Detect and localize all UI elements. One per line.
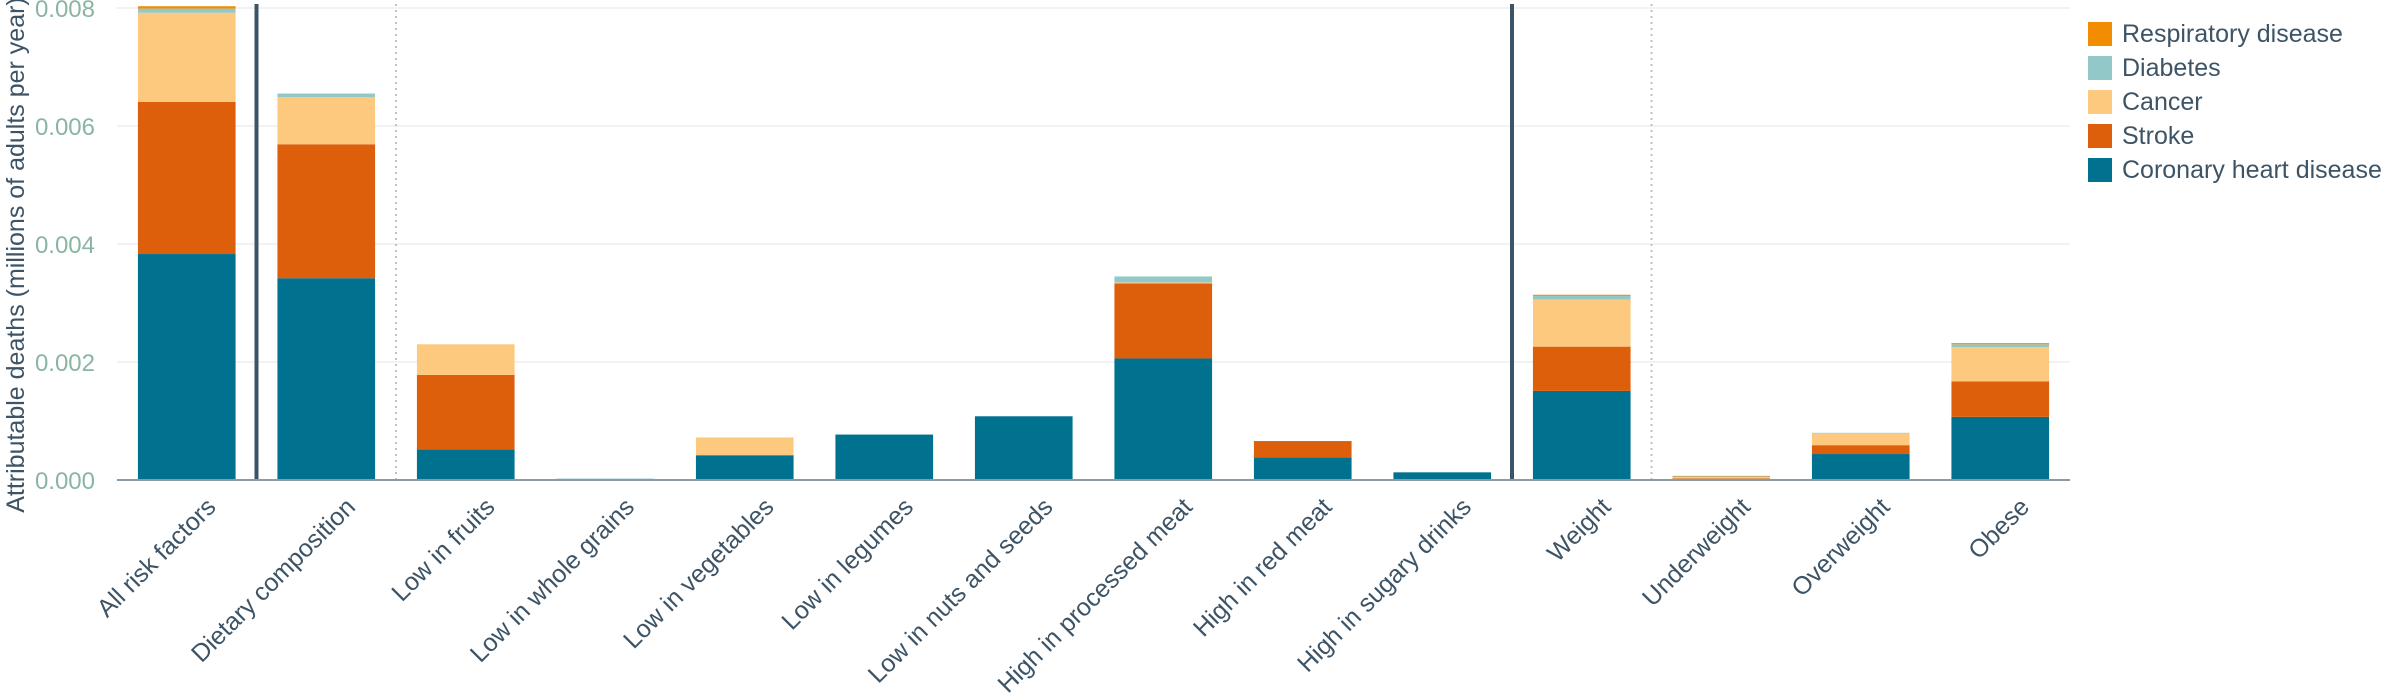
bar-segment[interactable]: Underweight – Cancer: 0.00002 — [1672, 477, 1771, 479]
legend-item[interactable]: Stroke — [2088, 122, 2194, 150]
bar-segment[interactable]: Obese – Respiratory disease: 0.00002 — [1951, 343, 2050, 345]
bar-segment[interactable]: High in processed meat – Coronary heart … — [1114, 358, 1213, 480]
bar-segment[interactable]: Obese – Coronary heart disease: 0.00107 — [1951, 416, 2050, 480]
bar-segment[interactable]: Weight – Diabetes: 0.00006 — [1532, 295, 1631, 300]
bar-layer: All risk factors – Coronary heart diseas… — [137, 6, 2050, 480]
bar-segment[interactable]: Overweight – Coronary heart disease: 0.0… — [1811, 454, 1910, 480]
bar-segment[interactable]: All risk factors – Respiratory disease: … — [137, 6, 236, 9]
legend-item[interactable]: Respiratory disease — [2088, 20, 2343, 48]
bar-segment[interactable]: High in processed meat – Diabetes: 0.000… — [1114, 276, 1213, 283]
legend-swatch — [2088, 22, 2112, 46]
bar-segment[interactable]: Obese – Cancer: 0.00058 — [1951, 347, 2050, 382]
bar-segment[interactable]: All risk factors – Coronary heart diseas… — [137, 254, 236, 480]
bar-segment[interactable]: High in red meat – Stroke: 0.00028 — [1253, 441, 1352, 458]
grid-layer — [117, 7, 2070, 363]
bar-segment[interactable]: Low in vegetables – Cancer: 0.0003 — [695, 437, 794, 456]
legend-swatch — [2088, 124, 2112, 148]
bar-segment[interactable]: Dietary composition – Cancer: 0.0008 — [277, 97, 376, 145]
bar-segment[interactable]: Overweight – Cancer: 0.0002 — [1811, 433, 1910, 446]
y-axis-label: Attributable deaths (millions of adults … — [2, 0, 30, 513]
separator-layer — [254, 4, 1653, 480]
legend: Respiratory disease Diabetes Cancer Stroke C… — [2088, 20, 2382, 184]
legend-swatch — [2088, 56, 2112, 80]
legend-swatch — [2088, 158, 2112, 182]
bar-segment[interactable]: Low in nuts and seeds – Coronary heart d… — [974, 416, 1073, 480]
bar-segment[interactable]: All risk factors – Diabetes: 0.00007 — [137, 8, 236, 13]
x-tick-label: Underweight — [1637, 493, 1756, 612]
x-tick-label: All risk factors — [92, 493, 222, 623]
x-tick-label: Obese — [1963, 493, 2035, 565]
legend-item[interactable]: Diabetes — [2088, 54, 2221, 82]
legend-label: Stroke — [2122, 122, 2194, 150]
x-tick-label: Low in legumes — [776, 493, 919, 636]
bar-segment[interactable]: Low in legumes – Coronary heart disease:… — [835, 434, 934, 480]
y-tick-label: 0.000 — [35, 468, 95, 495]
y-tick-labels: 0.000 0.002 0.004 0.006 0.008 — [35, 0, 95, 495]
y-tick-label: 0.004 — [35, 232, 95, 259]
x-tick-label: High in red meat — [1188, 493, 1338, 643]
bar-segment[interactable]: Overweight – Stroke: 0.00015 — [1811, 445, 1910, 455]
x-tick-label: Low in fruits — [386, 493, 500, 607]
bar-segment[interactable]: Low in fruits – Coronary heart disease: … — [416, 449, 515, 480]
x-tick-label: Weight — [1542, 493, 1617, 568]
legend-label: Coronary heart disease — [2122, 156, 2382, 184]
bar-segment[interactable]: Weight – Respiratory disease: 0.00002 — [1532, 294, 1631, 296]
bar-segment[interactable]: Weight – Coronary heart disease: 0.00151 — [1532, 390, 1631, 480]
bar-segment[interactable]: Low in fruits – Stroke: 0.00126 — [416, 374, 515, 450]
bar-segment[interactable]: High in processed meat – Stroke: 0.00127 — [1114, 283, 1213, 359]
bar-segment[interactable]: Underweight – Respiratory disease: 0.000… — [1672, 475, 1771, 477]
bar-segment[interactable]: Low in vegetables – Coronary heart disea… — [695, 455, 794, 480]
y-tick-label: 0.008 — [35, 0, 95, 23]
bar-segment[interactable]: Dietary composition – Diabetes: 0.00006 — [277, 93, 376, 98]
bar-segment[interactable]: Overweight – Diabetes: 0.00001 — [1811, 432, 1910, 434]
bar-segment[interactable]: Underweight – Stroke: 0.00001 — [1672, 478, 1771, 479]
legend-swatch — [2088, 90, 2112, 114]
bar-segment[interactable]: All risk factors – Cancer: 0.00151 — [137, 12, 236, 102]
bar-segment[interactable]: Underweight – Diabetes: 0.00001 — [1672, 476, 1771, 478]
legend-label: Diabetes — [2122, 54, 2221, 82]
bar-segment[interactable]: Low in fruits – Cancer: 0.00052 — [416, 344, 515, 375]
x-tick-label: Overweight — [1786, 493, 1895, 602]
legend-label: Respiratory disease — [2122, 20, 2343, 48]
x-tick-label: Low in vegetables — [618, 493, 779, 654]
bar-segment[interactable]: Weight – Cancer: 0.0008 — [1532, 299, 1631, 347]
bar-segment[interactable]: High in sugary drinks – Coronary heart d… — [1393, 472, 1492, 480]
bar-segment[interactable]: Dietary composition – Stroke: 0.00227 — [277, 144, 376, 279]
bar-segment[interactable]: Obese – Stroke: 0.0006 — [1951, 381, 2050, 417]
bar-segment[interactable]: All risk factors – Stroke: 0.00258 — [137, 101, 236, 255]
bar-segment[interactable]: High in processed meat – Cancer: 0.00002 — [1114, 282, 1213, 284]
y-tick-label: 0.006 — [35, 114, 95, 141]
bar-segment[interactable]: High in red meat – Coronary heart diseas… — [1253, 457, 1352, 480]
y-tick-label: 0.002 — [35, 350, 95, 377]
legend-item[interactable]: Coronary heart disease — [2088, 156, 2382, 184]
legend-item[interactable]: Cancer — [2088, 88, 2203, 116]
bar-segment[interactable]: Weight – Stroke: 0.00075 — [1532, 346, 1631, 391]
legend-label: Cancer — [2122, 88, 2203, 116]
bar-segment[interactable]: Obese – Diabetes: 0.00005 — [1951, 344, 2050, 348]
bar-segment[interactable]: Dietary composition – Coronary heart dis… — [277, 278, 376, 480]
